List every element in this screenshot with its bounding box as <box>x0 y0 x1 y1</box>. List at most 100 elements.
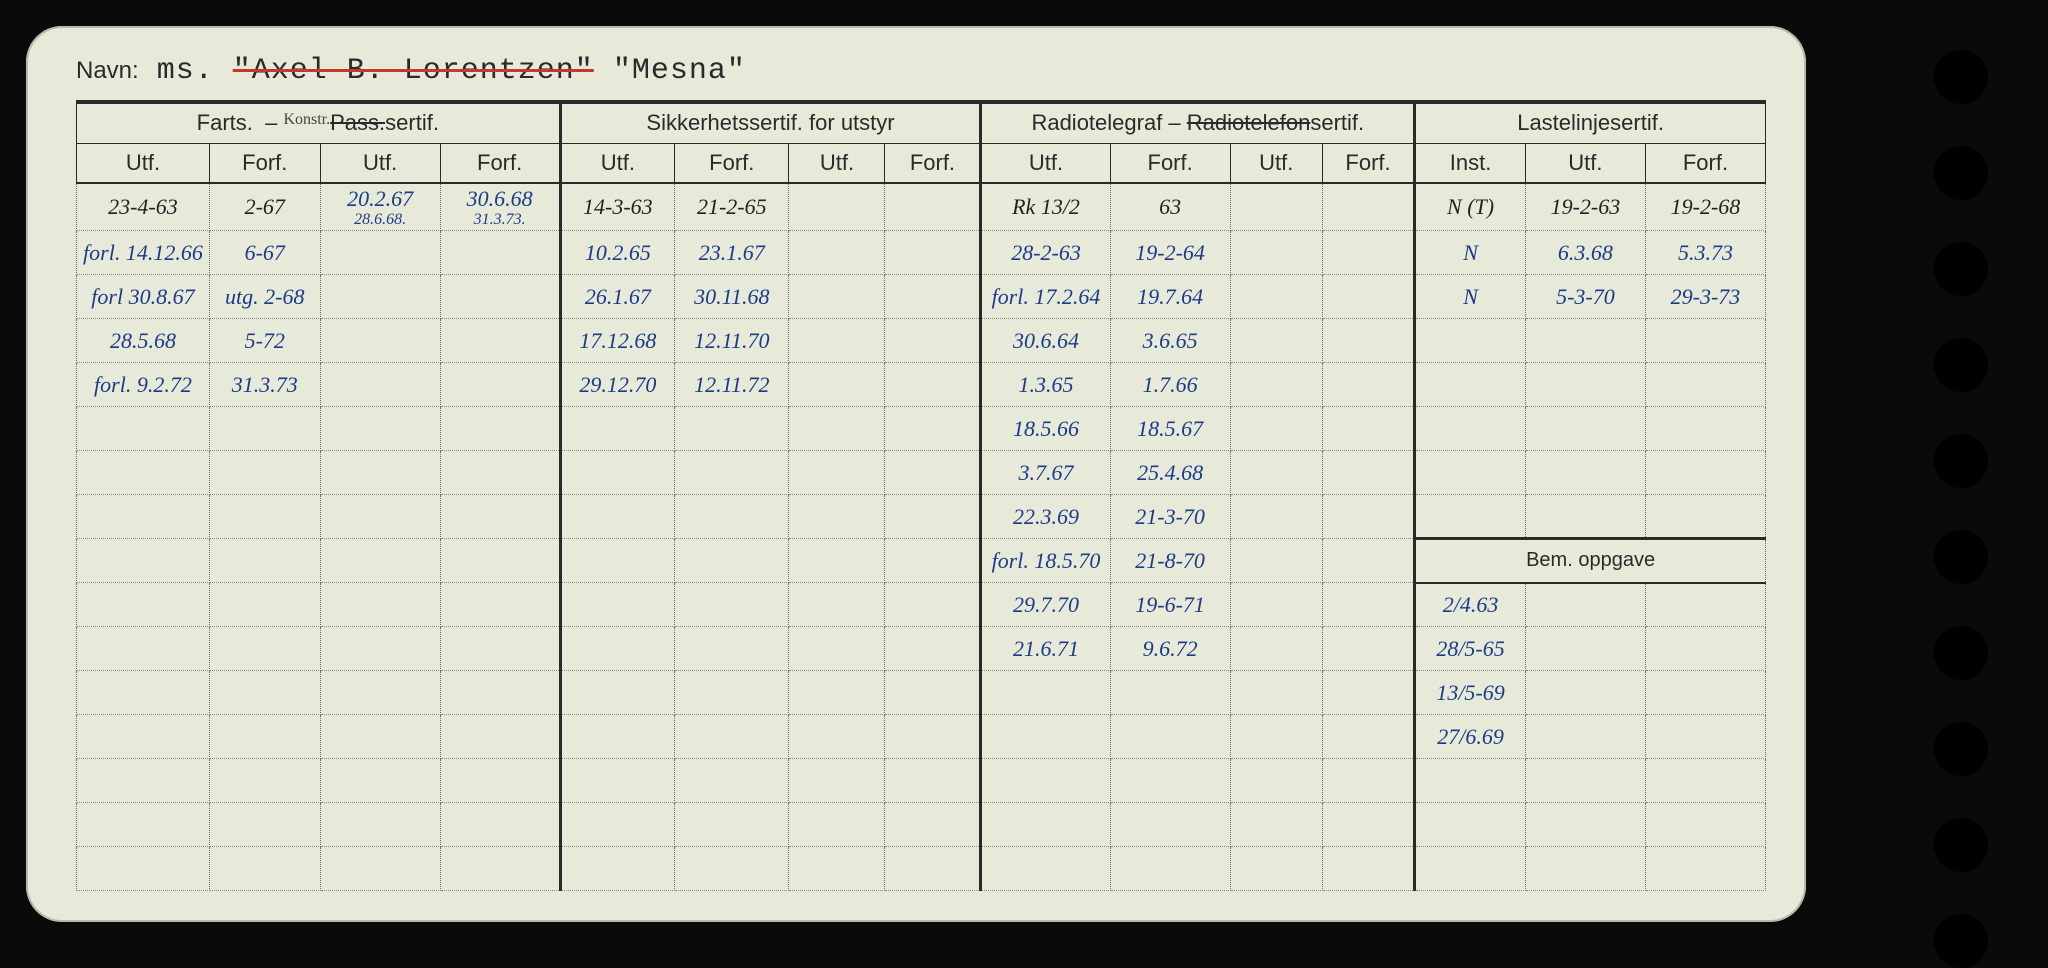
cell <box>440 539 560 583</box>
cell: 23-4-63 <box>77 183 210 231</box>
cell <box>1645 671 1765 715</box>
cell <box>1230 803 1322 847</box>
cell: 6.3.68 <box>1525 231 1645 275</box>
cell <box>320 847 440 891</box>
cell <box>320 319 440 363</box>
cell <box>789 583 885 627</box>
table-row: forl 30.8.67utg. 2-6826.1.6730.11.68forl… <box>77 275 1766 319</box>
cell: N <box>1415 275 1526 319</box>
cell <box>981 671 1110 715</box>
cell <box>77 671 210 715</box>
group-sikkerhet: Sikkerhetssertif. for utstyr <box>560 103 981 143</box>
cell: 29.7.70 <box>981 583 1110 627</box>
cell <box>320 363 440 407</box>
cell <box>675 759 789 803</box>
cell: 31.3.73 <box>209 363 320 407</box>
cell <box>560 407 674 451</box>
cell <box>209 803 320 847</box>
cell <box>77 495 210 539</box>
cell <box>209 627 320 671</box>
sub-forf: Forf. <box>675 143 789 183</box>
cell <box>440 759 560 803</box>
cell: 19-2-63 <box>1525 183 1645 231</box>
punch-hole <box>1934 530 1988 584</box>
cell <box>1322 671 1414 715</box>
cell <box>440 495 560 539</box>
cell: 18.5.67 <box>1110 407 1230 451</box>
cell <box>77 451 210 495</box>
cell <box>789 231 885 275</box>
cell <box>1322 803 1414 847</box>
sub-utf: Utf. <box>560 143 674 183</box>
cell <box>675 539 789 583</box>
sub-utf: Utf. <box>1230 143 1322 183</box>
cell <box>675 847 789 891</box>
sub-forf: Forf. <box>1645 143 1765 183</box>
cell <box>885 671 981 715</box>
punch-hole <box>1934 146 1988 200</box>
sub-utf: Utf. <box>77 143 210 183</box>
cell: 21.6.71 <box>981 627 1110 671</box>
navn-label: Navn: <box>76 57 139 85</box>
punch-hole <box>1934 242 1988 296</box>
punch-hole <box>1934 50 1988 104</box>
cell: 22.3.69 <box>981 495 1110 539</box>
cell <box>320 451 440 495</box>
punch-hole <box>1934 338 1988 392</box>
cell <box>1322 319 1414 363</box>
cell <box>675 671 789 715</box>
cell: 5.3.73 <box>1645 231 1765 275</box>
cell <box>320 583 440 627</box>
cell <box>1415 803 1526 847</box>
cell <box>440 847 560 891</box>
navn-prefix: ms. <box>157 54 214 88</box>
cell <box>1415 363 1526 407</box>
cell <box>440 319 560 363</box>
cell <box>77 759 210 803</box>
bem-cell: 28/5-65 <box>1415 627 1526 671</box>
table-row: 13/5-69 <box>77 671 1766 715</box>
cell <box>885 847 981 891</box>
sub-forf: Forf. <box>1110 143 1230 183</box>
cell <box>209 847 320 891</box>
cell: 21-2-65 <box>675 183 789 231</box>
cell <box>1645 495 1765 539</box>
cell <box>1645 407 1765 451</box>
group-lastelinje: Lastelinjesertif. <box>1415 103 1766 143</box>
cell <box>1645 627 1765 671</box>
cell <box>1110 847 1230 891</box>
cell: 28.5.68 <box>77 319 210 363</box>
cell <box>320 495 440 539</box>
punch-hole <box>1934 818 1988 872</box>
sub-inst: Inst. <box>1415 143 1526 183</box>
cell: 23.1.67 <box>675 231 789 275</box>
cell <box>885 627 981 671</box>
cell <box>1230 451 1322 495</box>
cell <box>320 231 440 275</box>
cell <box>1645 451 1765 495</box>
cell <box>1645 583 1765 627</box>
cell: 29.12.70 <box>560 363 674 407</box>
cell <box>1230 319 1322 363</box>
cell <box>440 627 560 671</box>
cell <box>885 759 981 803</box>
cell <box>440 407 560 451</box>
cell <box>1230 715 1322 759</box>
cell <box>1230 495 1322 539</box>
cell <box>675 803 789 847</box>
navn-value: ms. "Axel B. Lorentzen" "Mesna" <box>157 54 746 88</box>
cell <box>885 231 981 275</box>
cell <box>1415 759 1526 803</box>
cell <box>560 759 674 803</box>
table-row <box>77 759 1766 803</box>
cell: 17.12.68 <box>560 319 674 363</box>
cell: 3.7.67 <box>981 451 1110 495</box>
punch-hole <box>1934 914 1988 968</box>
cell <box>789 847 885 891</box>
farts-annotation: Konstr. <box>283 111 330 128</box>
cell <box>1110 715 1230 759</box>
cell: 19-6-71 <box>1110 583 1230 627</box>
cell: N <box>1415 231 1526 275</box>
cell <box>1645 759 1765 803</box>
cell <box>1415 451 1526 495</box>
